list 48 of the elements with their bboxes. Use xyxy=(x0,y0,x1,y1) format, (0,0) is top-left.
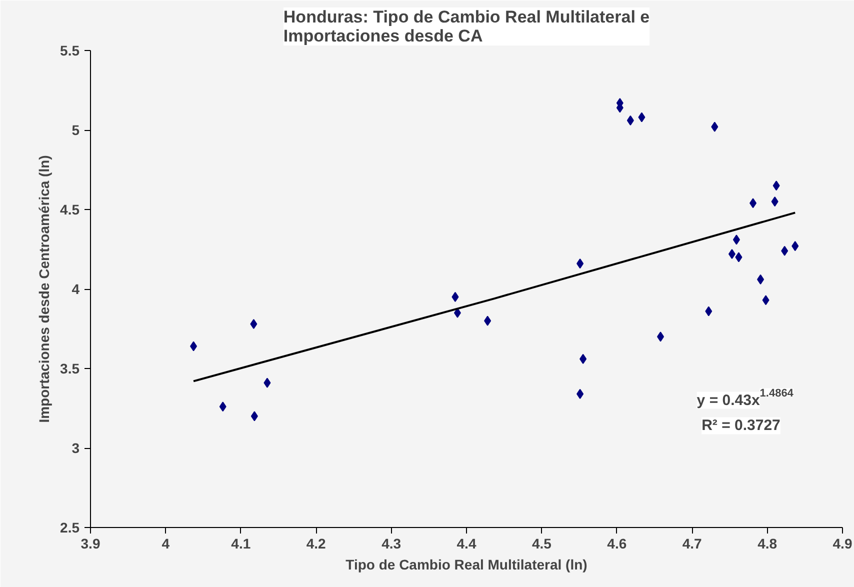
point xyxy=(781,246,788,256)
point xyxy=(705,306,712,316)
point xyxy=(657,332,664,342)
x-tick-label: 4.6 xyxy=(607,536,627,552)
annotation: R² = 0.3727 xyxy=(702,417,780,434)
point xyxy=(750,198,757,208)
point xyxy=(264,378,271,388)
x-tick-label: 4.7 xyxy=(682,536,702,552)
point xyxy=(576,258,584,269)
x-tick-label: 4.8 xyxy=(758,536,778,552)
y-tick-label: 5.5 xyxy=(60,42,80,58)
x-tick-label: 4.2 xyxy=(306,536,326,552)
y-axis-title: Importaciones desde Centroamérica (ln) xyxy=(36,155,52,423)
y-tick-label: 4.5 xyxy=(60,202,80,218)
x-tick-label: 4.3 xyxy=(382,536,402,552)
x-tick-label: 4.9 xyxy=(832,536,852,552)
y-tick-label: 3 xyxy=(72,440,80,456)
x-tick-label: 4.1 xyxy=(231,536,251,552)
x-tick-label: 3.9 xyxy=(80,536,100,552)
point xyxy=(219,402,226,412)
x-tick-label: 4.4 xyxy=(456,536,476,552)
point xyxy=(771,196,778,207)
chart-title: Honduras: Tipo de Cambio Real Multilateral e Importaciones desde CA xyxy=(283,8,650,46)
point xyxy=(772,180,780,191)
y-tick-label: 4 xyxy=(72,281,80,297)
point xyxy=(484,316,492,326)
point xyxy=(711,122,718,132)
point xyxy=(735,252,742,262)
point xyxy=(638,112,646,122)
point xyxy=(626,115,634,126)
point xyxy=(190,341,198,352)
y-tick-label: 5 xyxy=(72,122,80,138)
point xyxy=(732,234,740,245)
y-tick-label: 2.5 xyxy=(60,520,80,536)
x-tick-label: 4.5 xyxy=(532,536,552,552)
point xyxy=(250,318,258,329)
point xyxy=(580,354,587,364)
point xyxy=(757,274,764,284)
y-tick-label: 3.5 xyxy=(60,360,80,376)
point xyxy=(250,411,258,422)
point xyxy=(792,241,799,252)
point xyxy=(728,249,736,260)
point xyxy=(762,295,770,306)
x-axis-title: Tipo de Cambio Real Multilateral (ln) xyxy=(346,556,588,572)
x-tick-label: 4 xyxy=(162,536,170,552)
point xyxy=(452,292,459,302)
point xyxy=(576,388,584,399)
point xyxy=(454,308,461,318)
